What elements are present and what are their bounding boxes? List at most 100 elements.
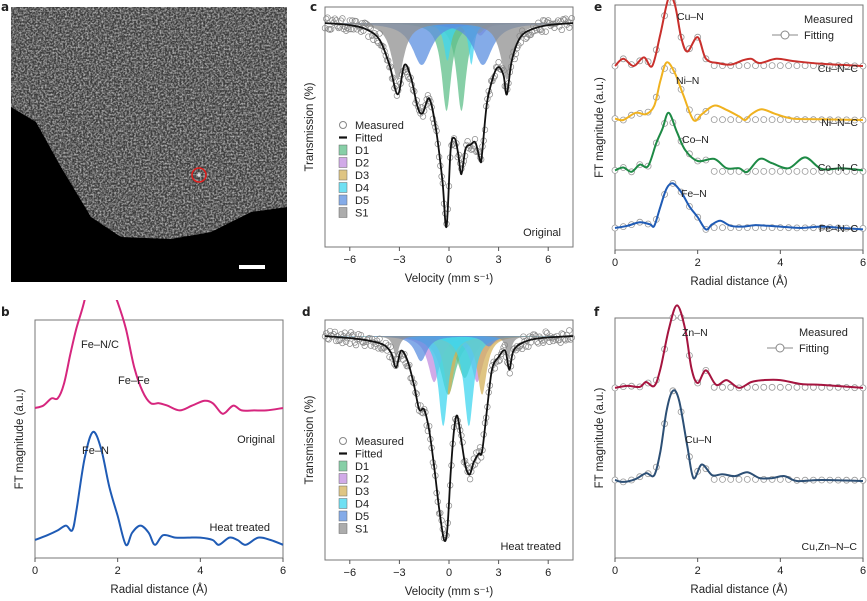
y-axis-label: FT magnitude (a.u.) [594,77,606,178]
legend-swatch-d4 [338,498,348,509]
fitting-point [793,167,801,175]
cu-n-label: Cu–N [677,11,704,23]
measured-point [323,15,330,23]
measured-line-fe-n-c [614,182,864,231]
legend-label-measured: Measured [355,120,404,132]
measured-line-co-n-c [614,111,864,174]
measured-point [362,20,370,27]
legend-measured-marker [339,121,347,129]
cu-n-c-label: Cu–N–C [818,63,859,75]
sample-label: Original [523,227,561,239]
series-line-heat-treated [34,430,284,547]
legend-measured-marker [339,437,347,445]
measured-point [568,334,575,341]
chart-f-cuzn-exafs: 0 2 4 6 Radial distance (Å) FT magnitude (a.u… [594,304,867,596]
measured-point [540,16,547,24]
measured-point [342,338,350,345]
fitted-line [324,335,574,543]
single-atom-marker [191,167,207,183]
fitting-point [760,167,768,175]
measured-point [375,345,382,352]
fitting-point [719,116,726,123]
fitting-point [719,167,726,175]
x-axis-label: Velocity (mm s⁻¹) [405,586,494,598]
x-tick-label: 3 [496,567,502,579]
legend-label-fitted: Fitted [355,449,383,461]
component-d4-peak [325,336,573,427]
x-tick-label: −3 [393,567,406,579]
measured-point [340,333,347,340]
stem-micrograph [11,7,287,282]
measured-point [392,362,399,369]
x-axis-label: Radial distance (Å) [690,275,787,288]
measured-point [339,15,346,22]
legend-label-s1: S1 [355,524,368,536]
chart-c-mossbauer-original: −6 −3 0 3 6 Velocity (mm s⁻¹) Transmission (%)… [304,6,575,285]
component-s1-peak [325,336,573,357]
fitting-point [785,383,793,391]
legend-swatch-d2 [338,473,348,484]
measured-point [324,14,331,21]
legend-swatch-d5 [338,194,348,206]
fitting-point [776,167,784,175]
x-tick-label: 4 [197,565,203,577]
measured-point [566,327,573,334]
legend-fitting-marker [775,343,785,353]
measured-point [401,351,408,358]
fitting-point [735,475,743,483]
legend-label-d1: D1 [355,145,369,157]
measured-point [426,95,433,102]
fitting-point [760,383,768,391]
sample-label: Cu,Zn–N–C [802,541,858,553]
fitting-point [768,167,776,175]
panel-label-e: e [594,0,603,14]
measured-point [376,30,383,37]
measured-point [350,331,357,338]
legend-label-d4: D4 [355,499,369,511]
measured-point [450,135,458,142]
fitting-point [776,116,784,123]
legend-label-d4: D4 [355,183,369,195]
fe-fe-label: Fe–Fe [118,375,150,387]
measured-point [522,343,530,350]
panel-label-b: b [1,305,10,319]
component-d4-peak [325,23,573,61]
measured-point [347,25,355,33]
x-tick-label: 6 [860,257,866,269]
measured-point [328,26,335,33]
measured-point [387,343,394,350]
measured-point [497,350,505,358]
fitting-point [719,224,726,232]
x-tick-label: 2 [695,565,701,577]
measured-point [339,339,346,347]
legend-swatch-d3 [338,169,348,181]
legend-label-d1: D1 [355,461,369,473]
y-axis-label: FT magnitude (a.u.) [14,388,26,489]
legend-label-d3: D3 [355,486,369,498]
x-tick-label: 3 [496,254,502,266]
measured-point [464,138,471,145]
plot-frame [34,319,284,559]
x-tick-label: 6 [280,565,286,577]
fitting-point [743,62,751,69]
measured-point [377,344,384,351]
legend-fitting-label: Fitting [804,30,834,42]
measured-line-cu [614,389,864,483]
x-tick-label: 0 [612,565,618,577]
legend-label-measured: Measured [355,436,404,448]
measured-point [557,339,564,346]
legend-label-d5: D5 [355,511,369,523]
measured-point [559,16,567,23]
measured-point [545,17,552,24]
fe-n-label: Fe–N [681,188,707,200]
fe-n-c-label: Fe–N–C [819,223,859,235]
component-s1-peak [325,23,573,80]
measured-point [345,26,352,33]
measured-point [335,337,342,345]
measured-point [335,24,342,32]
measured-point [424,92,432,99]
measured-point [352,341,360,349]
legend-label-d3: D3 [355,170,369,182]
measured-point [346,17,353,24]
fitting-point [760,116,768,123]
